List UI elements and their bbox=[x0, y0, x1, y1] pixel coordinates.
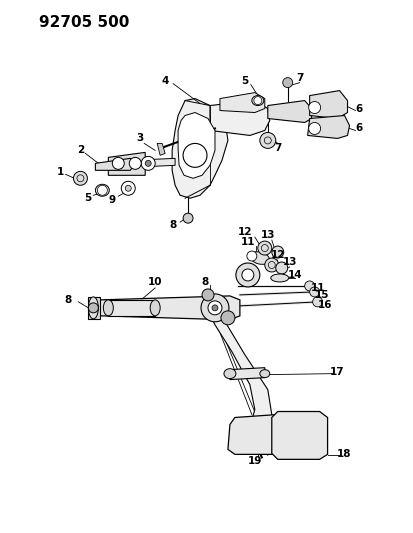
Text: 7: 7 bbox=[296, 72, 304, 83]
Text: 7: 7 bbox=[274, 143, 281, 154]
Text: 5: 5 bbox=[84, 193, 91, 203]
Text: 13: 13 bbox=[282, 257, 297, 267]
Circle shape bbox=[242, 269, 254, 281]
Text: 13: 13 bbox=[261, 230, 275, 240]
Text: 12: 12 bbox=[271, 250, 285, 260]
Circle shape bbox=[88, 303, 98, 313]
Circle shape bbox=[272, 246, 284, 258]
Polygon shape bbox=[178, 112, 215, 179]
Circle shape bbox=[74, 171, 88, 185]
Text: 2: 2 bbox=[77, 146, 84, 156]
Text: 12: 12 bbox=[237, 227, 252, 237]
Text: 3: 3 bbox=[137, 133, 144, 143]
Polygon shape bbox=[268, 101, 312, 123]
Circle shape bbox=[260, 133, 276, 148]
Ellipse shape bbox=[95, 184, 109, 196]
Circle shape bbox=[97, 185, 107, 195]
Text: 17: 17 bbox=[330, 367, 345, 377]
Circle shape bbox=[121, 181, 135, 195]
Text: 14: 14 bbox=[287, 270, 302, 280]
Text: 6: 6 bbox=[356, 103, 363, 114]
Circle shape bbox=[201, 294, 229, 322]
Circle shape bbox=[141, 156, 155, 171]
Text: 19: 19 bbox=[248, 456, 262, 466]
Polygon shape bbox=[100, 296, 240, 320]
Circle shape bbox=[221, 311, 235, 325]
Circle shape bbox=[276, 262, 288, 274]
Polygon shape bbox=[210, 101, 270, 135]
Circle shape bbox=[313, 297, 323, 307]
Polygon shape bbox=[272, 411, 328, 459]
Ellipse shape bbox=[250, 252, 270, 264]
Text: 5: 5 bbox=[241, 76, 249, 86]
Text: 4: 4 bbox=[161, 76, 169, 86]
Text: 16: 16 bbox=[317, 300, 332, 310]
Polygon shape bbox=[308, 116, 349, 139]
Polygon shape bbox=[220, 93, 265, 112]
Ellipse shape bbox=[88, 297, 98, 319]
Polygon shape bbox=[108, 152, 145, 175]
Circle shape bbox=[129, 157, 141, 169]
Text: 8: 8 bbox=[65, 295, 72, 305]
Ellipse shape bbox=[271, 274, 289, 282]
Circle shape bbox=[208, 301, 222, 315]
Polygon shape bbox=[210, 310, 272, 438]
Circle shape bbox=[145, 160, 151, 166]
Circle shape bbox=[309, 123, 320, 134]
Ellipse shape bbox=[260, 370, 270, 377]
Polygon shape bbox=[310, 91, 347, 118]
Polygon shape bbox=[230, 368, 265, 379]
Text: 8: 8 bbox=[202, 277, 209, 287]
Circle shape bbox=[305, 281, 315, 291]
Text: 1: 1 bbox=[57, 167, 64, 177]
Ellipse shape bbox=[224, 369, 236, 378]
Circle shape bbox=[247, 251, 257, 261]
Circle shape bbox=[202, 289, 214, 301]
Polygon shape bbox=[172, 99, 228, 198]
Text: 6: 6 bbox=[356, 124, 363, 133]
Text: 15: 15 bbox=[314, 290, 329, 300]
Circle shape bbox=[283, 78, 293, 87]
Ellipse shape bbox=[103, 300, 113, 316]
Circle shape bbox=[236, 263, 260, 287]
Text: 11: 11 bbox=[241, 237, 255, 247]
Circle shape bbox=[183, 213, 193, 223]
Text: 10: 10 bbox=[148, 277, 162, 287]
Circle shape bbox=[265, 258, 279, 272]
Circle shape bbox=[254, 96, 262, 104]
Circle shape bbox=[258, 241, 272, 255]
Circle shape bbox=[212, 305, 218, 311]
Text: 92705 500: 92705 500 bbox=[38, 15, 129, 30]
Polygon shape bbox=[130, 158, 175, 167]
Ellipse shape bbox=[150, 300, 160, 316]
Text: 11: 11 bbox=[311, 283, 325, 293]
Circle shape bbox=[309, 102, 320, 114]
Circle shape bbox=[183, 143, 207, 167]
Polygon shape bbox=[95, 158, 135, 171]
Circle shape bbox=[125, 185, 131, 191]
Polygon shape bbox=[88, 297, 100, 319]
Ellipse shape bbox=[252, 95, 264, 106]
Text: 18: 18 bbox=[337, 449, 352, 459]
Circle shape bbox=[310, 287, 320, 297]
Circle shape bbox=[112, 157, 124, 169]
Text: 9: 9 bbox=[109, 195, 116, 205]
Polygon shape bbox=[157, 143, 165, 156]
Text: 8: 8 bbox=[169, 220, 177, 230]
Polygon shape bbox=[228, 415, 285, 454]
Polygon shape bbox=[108, 300, 155, 316]
